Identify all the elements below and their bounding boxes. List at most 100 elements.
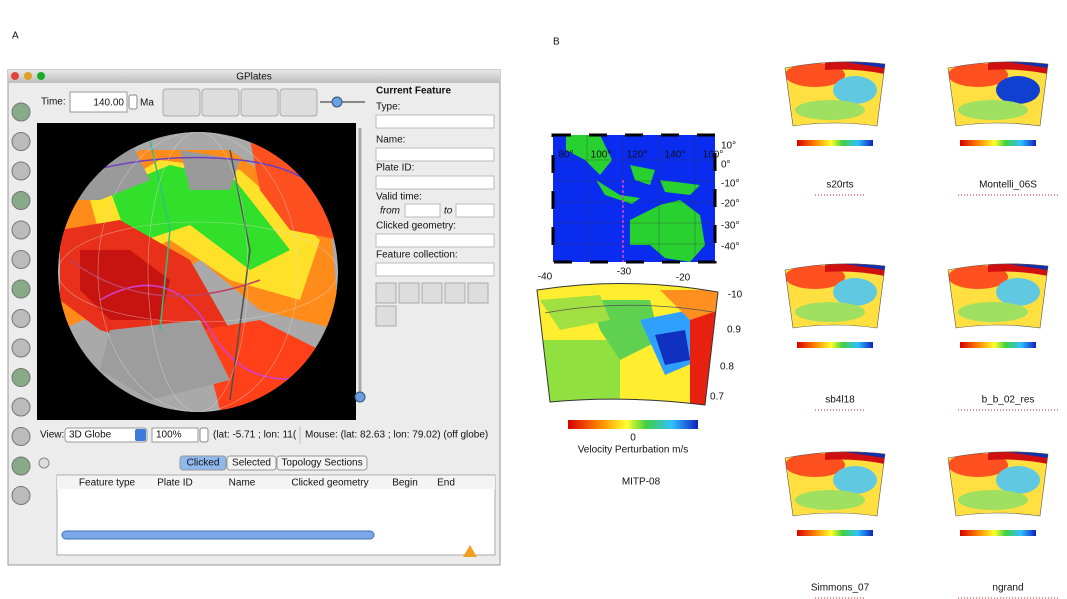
field-label: Clicked geometry: (376, 221, 456, 232)
radius-label: 0.7 (710, 392, 724, 403)
slider-knob[interactable] (332, 97, 342, 107)
section-fill (785, 445, 885, 520)
field-input[interactable] (376, 234, 494, 247)
patch (958, 302, 1028, 322)
tool-button[interactable] (12, 369, 30, 387)
section-fill (785, 257, 885, 332)
from-input[interactable] (405, 204, 440, 217)
tab-label: Clicked (187, 458, 220, 469)
select-arrow[interactable] (135, 429, 146, 441)
column-header: Name (229, 478, 256, 489)
zoom-knob[interactable] (355, 392, 365, 402)
step-back-button[interactable] (241, 89, 278, 116)
column-header: Feature type (79, 478, 136, 489)
model-panel: s20rts (785, 55, 885, 195)
action-button[interactable] (445, 283, 465, 303)
field-label: Feature collection: (376, 250, 458, 261)
rewind-button[interactable] (202, 89, 239, 116)
zoom-value: 100% (156, 430, 182, 441)
patch (795, 302, 865, 322)
panel-heading: Current Feature (376, 86, 451, 97)
colorbar (797, 140, 873, 146)
field-input[interactable] (376, 263, 494, 276)
model-name: sb4l18 (825, 395, 855, 406)
panel-label: B (553, 37, 560, 48)
patch (996, 466, 1040, 494)
tool-button[interactable] (12, 398, 30, 416)
tool-button[interactable] (12, 487, 30, 505)
colorbar-tick: 0 (630, 433, 636, 444)
to-input[interactable] (456, 204, 494, 217)
tool-button[interactable] (12, 457, 30, 475)
tool-button[interactable] (12, 280, 30, 298)
cross-section (530, 270, 730, 410)
tool-button[interactable] (12, 310, 30, 328)
model-panel: Montelli_06S (948, 55, 1058, 195)
model-name: Montelli_06S (979, 180, 1037, 191)
figure: GPlates Time: 140.00 Ma Current Feature … (0, 0, 1067, 599)
model-name: Simmons_07 (811, 583, 870, 594)
field-input[interactable] (376, 176, 494, 189)
tab-label: Topology Sections (281, 458, 362, 469)
colorbar (797, 530, 873, 536)
scrollbar[interactable] (62, 531, 374, 539)
lat-label: -10° (721, 179, 739, 190)
zoom-button[interactable] (37, 72, 45, 80)
patch (795, 100, 865, 120)
minimize-button[interactable] (24, 72, 32, 80)
column-header: Begin (392, 478, 418, 489)
panel-label: A (12, 31, 19, 42)
radius-label: 0.8 (720, 362, 734, 373)
zoom-stepper[interactable] (200, 428, 208, 442)
field-label: Name: (376, 135, 405, 146)
model-panel: ngrand (948, 445, 1058, 598)
play-button[interactable] (163, 89, 200, 116)
column-header: End (437, 478, 455, 489)
section-fill (948, 55, 1048, 130)
model-panel: sb4l18 (785, 257, 885, 410)
colorbar (960, 342, 1036, 348)
mouse-coords: Mouse: (lat: 82.63 ; lon: 79.02) (off gl… (305, 430, 488, 441)
action-button[interactable] (376, 306, 396, 326)
field-input[interactable] (376, 148, 494, 161)
section-fill (948, 257, 1048, 332)
section-top-label: -20 (676, 273, 691, 284)
column-header: Plate ID (157, 478, 193, 489)
field-label: Valid time: (376, 192, 422, 203)
step-forward-button[interactable] (280, 89, 317, 116)
field-input[interactable] (376, 115, 494, 128)
time-stepper[interactable] (129, 95, 137, 109)
lat-label: -40° (721, 242, 739, 253)
lat-label: 0° (721, 160, 731, 171)
close-button[interactable] (11, 72, 19, 80)
lon-label: 100° (591, 150, 612, 161)
tool-button[interactable] (12, 192, 30, 210)
section-fill (948, 445, 1048, 520)
view-label: View: (40, 430, 64, 441)
collapse-button[interactable] (39, 458, 49, 468)
time-label: Time: (41, 97, 66, 108)
tool-button[interactable] (12, 103, 30, 121)
tool-button[interactable] (12, 428, 30, 446)
tool-button[interactable] (12, 251, 30, 269)
lat-label: 10° (721, 141, 736, 152)
model-panel: b_b_02_res (948, 257, 1058, 410)
field-label: Plate ID: (376, 163, 414, 174)
tool-button[interactable] (12, 133, 30, 151)
action-button[interactable] (399, 283, 419, 303)
action-button[interactable] (422, 283, 442, 303)
section-fill (785, 55, 885, 130)
patch (958, 100, 1028, 120)
patch (996, 76, 1040, 104)
tab-label: Selected (232, 458, 271, 469)
camera-coords: (lat: -5.71 ; lon: 11( (213, 430, 297, 441)
tool-button[interactable] (12, 162, 30, 180)
time-value: 140.00 (93, 98, 124, 109)
column-header: Clicked geometry (291, 478, 368, 489)
tool-button[interactable] (12, 221, 30, 239)
action-button[interactable] (376, 283, 396, 303)
lon-label: 120° (627, 150, 648, 161)
tool-button[interactable] (12, 339, 30, 357)
action-button[interactable] (468, 283, 488, 303)
model-name: s20rts (826, 180, 853, 191)
